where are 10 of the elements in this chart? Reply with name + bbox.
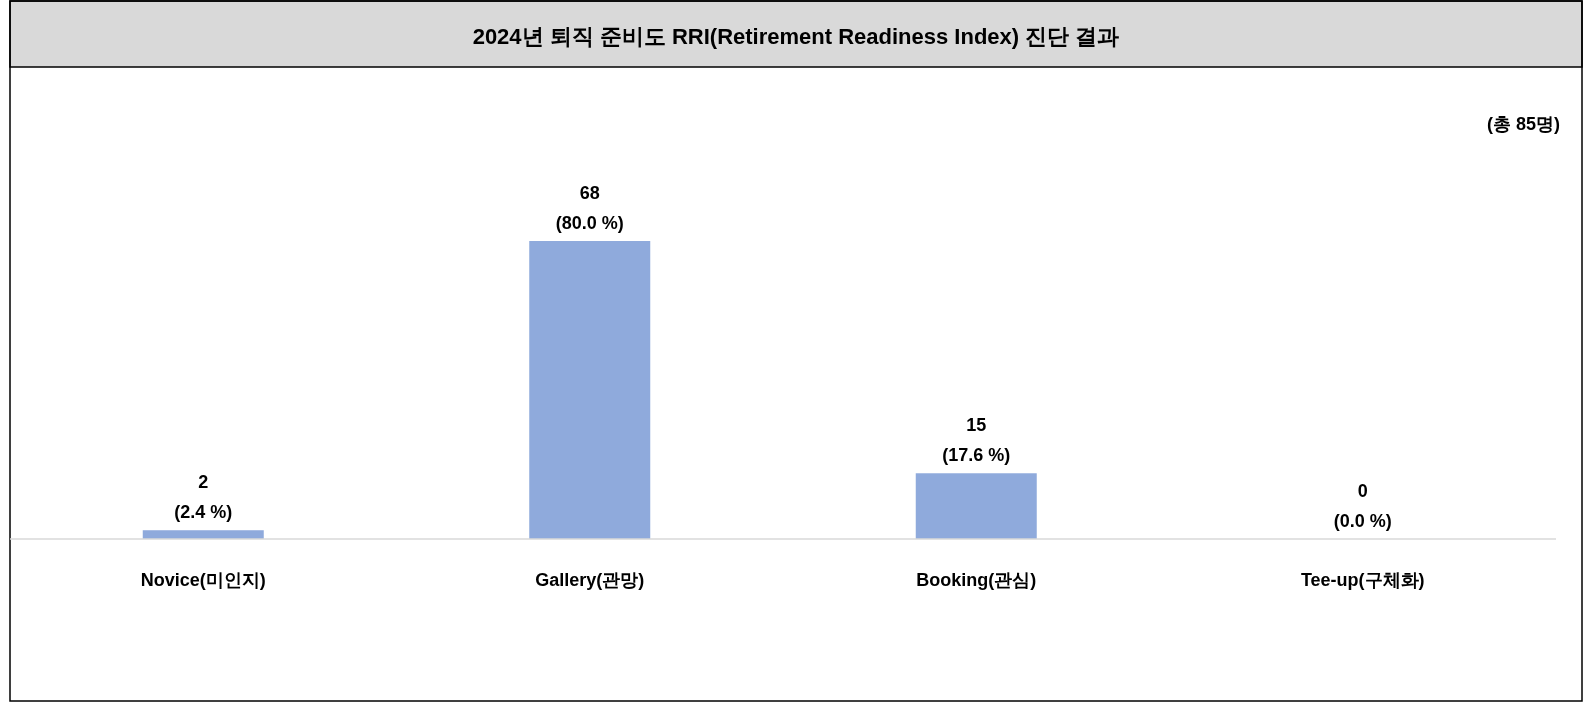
data-label: 0 (0.0 %) [1333, 481, 1392, 531]
data-label: 15 (17.6 %) [942, 415, 1011, 466]
data-label: 68 (80.0 %) [555, 183, 624, 233]
x-tick-label: Gallery(관망) [535, 570, 645, 590]
text: (총 85명) [1486, 114, 1560, 134]
x-tick-label: Novice(미인지) [140, 570, 266, 590]
x-tick-label: Tee-up(구체화) [1300, 570, 1425, 590]
x-tick-label: Booking(관심) [916, 570, 1037, 590]
chart-title: 2024년 퇴직 준비도 RRI(Retirement Readiness Index) 진단 결과 [472, 24, 1120, 49]
data-label: 2 (2.4 %) [174, 472, 233, 523]
